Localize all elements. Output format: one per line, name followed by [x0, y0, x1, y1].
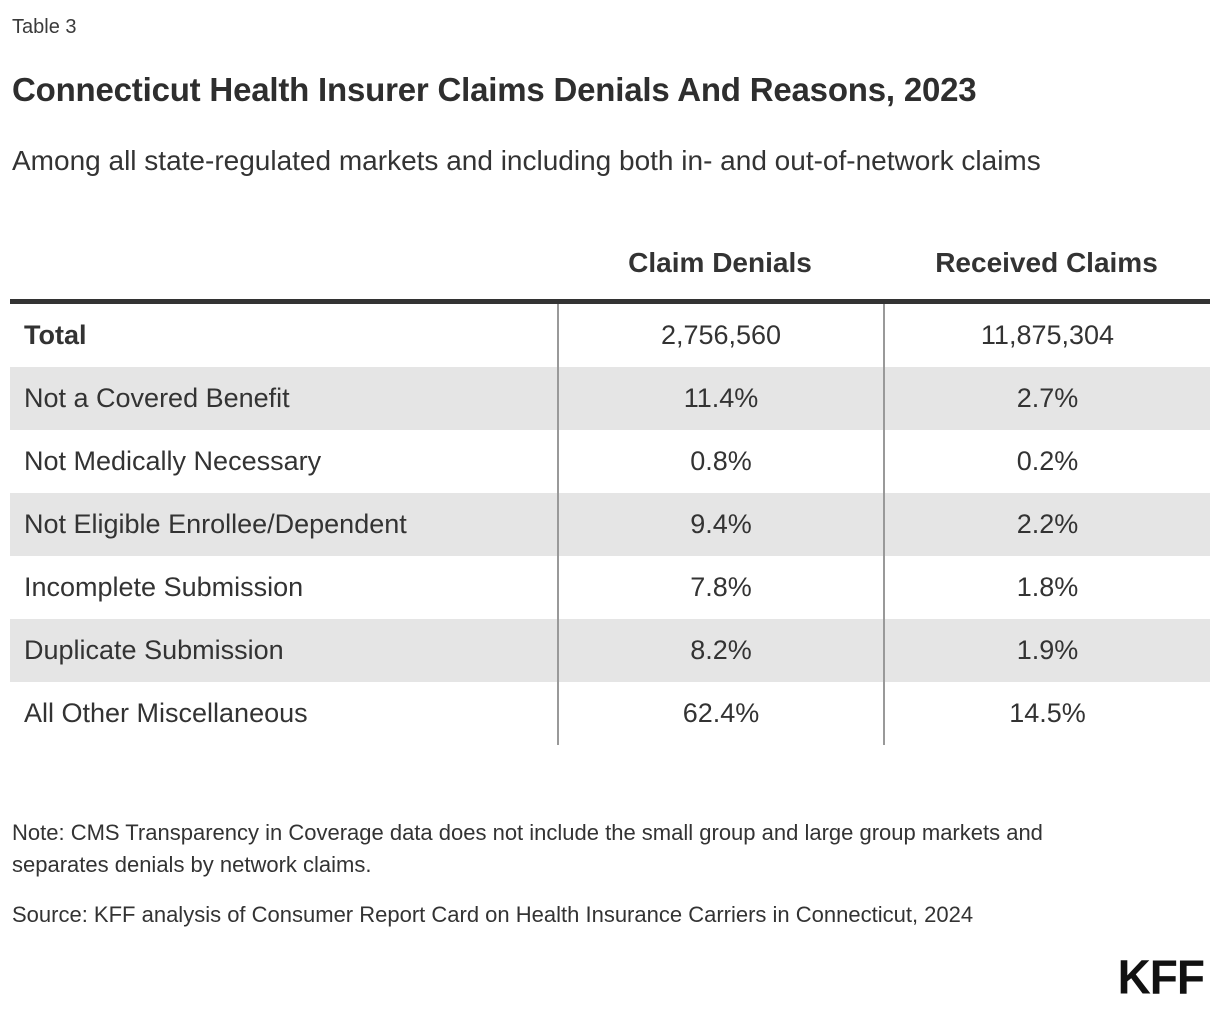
row-label: Duplicate Submission	[24, 635, 284, 665]
kff-table-figure: Table 3 Connecticut Health Insurer Claim…	[10, 16, 1210, 1004]
figure-subtitle: Among all state-regulated markets and in…	[12, 145, 1041, 176]
header-cell-empty	[10, 263, 557, 269]
received-claims-value: 2.7%	[883, 367, 1210, 430]
claim-denials-value: 2,756,560	[557, 304, 883, 367]
note-text: Note: CMS Transparency in Coverage data …	[12, 820, 1043, 877]
header-cell-received-claims: Received Claims	[935, 247, 1158, 278]
row-label: Incomplete Submission	[24, 572, 304, 602]
row-label: Total	[24, 320, 87, 350]
claim-denials-value: 11.4%	[557, 367, 883, 430]
received-claims-value: 0.2%	[883, 430, 1210, 493]
table-row: Not Eligible Enrollee/Dependent 9.4% 2.2…	[10, 493, 1210, 556]
header-cell-claim-denials: Claim Denials	[628, 247, 812, 278]
claim-denials-value: 0.8%	[557, 430, 883, 493]
table-header-row: Claim Denials Received Claims	[10, 233, 1210, 304]
row-label: Not Medically Necessary	[24, 446, 322, 476]
received-claims-value: 1.9%	[883, 619, 1210, 682]
claim-denials-value: 62.4%	[557, 682, 883, 745]
row-label: Not Eligible Enrollee/Dependent	[24, 509, 407, 539]
table-body: Total 2,756,560 11,875,304 Not a Covered…	[10, 304, 1210, 745]
table-row: Total 2,756,560 11,875,304	[10, 304, 1210, 367]
claim-denials-value: 9.4%	[557, 493, 883, 556]
claims-denials-table: Claim Denials Received Claims Total 2,75…	[10, 233, 1210, 745]
received-claims-value: 14.5%	[883, 682, 1210, 745]
row-label: Not a Covered Benefit	[24, 383, 290, 413]
table-row: Incomplete Submission 7.8% 1.8%	[10, 556, 1210, 619]
claim-denials-value: 7.8%	[557, 556, 883, 619]
table-row: Not a Covered Benefit 11.4% 2.7%	[10, 367, 1210, 430]
kff-logo: KFF	[1117, 949, 1205, 1005]
table-number-label: Table 3	[12, 16, 77, 38]
row-label: All Other Miscellaneous	[24, 698, 308, 728]
received-claims-value: 2.2%	[883, 493, 1210, 556]
table-row: Duplicate Submission 8.2% 1.9%	[10, 619, 1210, 682]
figure-title: Connecticut Health Insurer Claims Denial…	[12, 71, 977, 108]
table-row: Not Medically Necessary 0.8% 0.2%	[10, 430, 1210, 493]
received-claims-value: 1.8%	[883, 556, 1210, 619]
source-text: Source: KFF analysis of Consumer Report …	[12, 902, 974, 927]
claim-denials-value: 8.2%	[557, 619, 883, 682]
received-claims-value: 11,875,304	[883, 304, 1210, 367]
table-row: All Other Miscellaneous 62.4% 14.5%	[10, 682, 1210, 745]
